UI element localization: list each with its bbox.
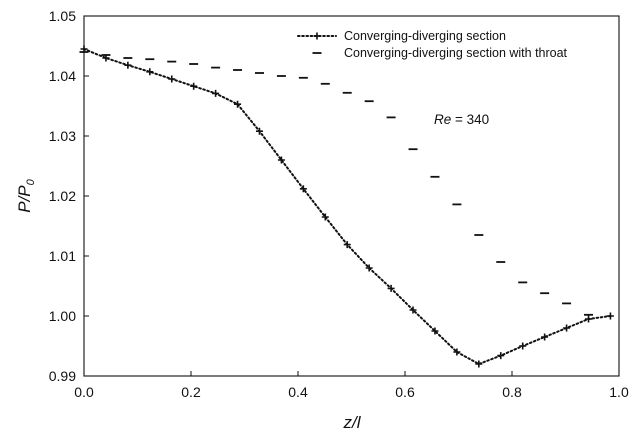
point-converging-diverging-18	[475, 360, 483, 368]
legend-sample-converging-diverging	[297, 32, 337, 40]
y-axis-title-main: P/P	[15, 185, 34, 213]
y-tick-label-0: 0.99	[49, 368, 76, 384]
point-converging-diverging-3	[146, 68, 154, 76]
point-converging-diverging-8	[255, 127, 263, 135]
point-converging-diverging-22	[563, 324, 571, 332]
point-converging-diverging-15	[409, 306, 417, 314]
x-tick-label-1: 0.2	[181, 384, 201, 400]
legend-marker-converging-diverging	[313, 32, 321, 40]
point-converging-diverging-7	[234, 100, 242, 108]
point-converging-diverging-14	[387, 284, 395, 292]
point-converging-diverging-17	[453, 348, 461, 356]
y-tick-label-1: 1.00	[49, 308, 76, 324]
legend: Converging-diverging section Converging-…	[297, 29, 568, 60]
series-converging-diverging-line	[83, 48, 612, 366]
plot-frame	[83, 15, 620, 377]
point-converging-diverging-10	[299, 185, 307, 193]
x-tick-label-5: 1.0	[609, 384, 629, 400]
point-converging-diverging-19	[497, 352, 505, 360]
y-tick-label-2: 1.01	[49, 248, 76, 264]
y-tick-label-4: 1.03	[49, 128, 76, 144]
point-converging-diverging-2	[124, 61, 132, 69]
y-axis-title-subscript: 0	[25, 178, 37, 185]
series-layer	[79, 45, 614, 368]
y-tick-label-6: 1.05	[49, 8, 76, 24]
x-tick-label-2: 0.4	[288, 384, 308, 400]
point-converging-diverging-24	[606, 312, 614, 320]
x-tick-label-0: 0.0	[74, 384, 94, 400]
legend-label-converging-diverging: Converging-diverging section	[344, 29, 506, 43]
point-converging-diverging-5	[190, 82, 198, 90]
point-converging-diverging-4	[168, 75, 176, 83]
point-converging-diverging-23	[585, 315, 593, 323]
point-converging-diverging-16	[431, 327, 439, 335]
point-converging-diverging-13	[365, 264, 373, 272]
x-tick-label-4: 0.8	[502, 384, 522, 400]
point-converging-diverging-12	[343, 241, 351, 249]
point-converging-diverging-6	[212, 89, 220, 97]
reynolds-value: = 340	[451, 112, 489, 127]
point-converging-diverging-9	[277, 156, 285, 164]
point-converging-diverging-20	[519, 342, 527, 350]
y-tick-label-3: 1.02	[49, 188, 76, 204]
reynolds-annotation: Re = 340	[434, 112, 489, 127]
y-tick-label-5: 1.04	[49, 68, 76, 84]
axis-ticks	[83, 15, 620, 377]
point-converging-diverging-11	[321, 213, 329, 221]
x-axis-title: z/l	[343, 413, 362, 432]
reynolds-symbol: Re	[434, 112, 451, 127]
point-converging-diverging-21	[541, 333, 549, 341]
y-axis-title: P/P0	[15, 178, 37, 212]
legend-label-with-throat: Converging-diverging section with throat	[344, 46, 568, 60]
tick-labels: 0.0 0.2 0.4 0.6 0.8 1.0 0.99 1.00 1.01 1.02 1.03 1.…	[49, 8, 629, 400]
x-tick-label-3: 0.6	[395, 384, 415, 400]
